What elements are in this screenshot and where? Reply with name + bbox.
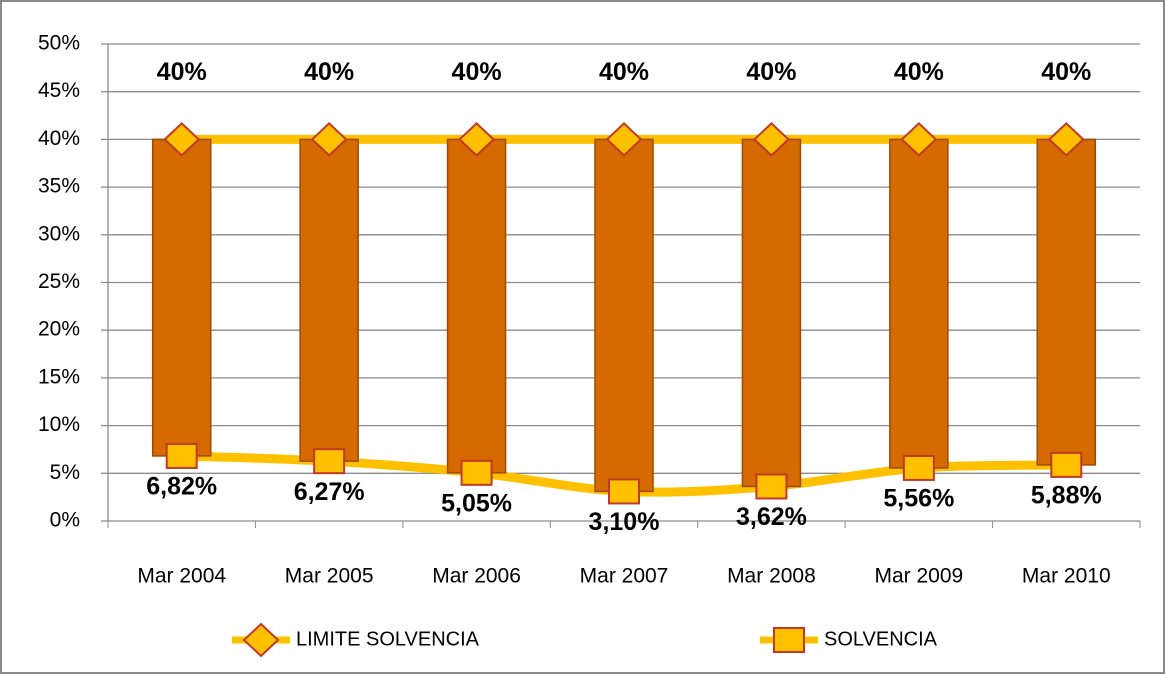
- series-marker: [313, 448, 346, 475]
- data-label: 40%: [1041, 58, 1091, 86]
- high-low-bar: [299, 138, 359, 462]
- x-tick-label: Mar 2010: [1022, 565, 1111, 588]
- series-marker: [1050, 451, 1083, 478]
- y-tick-label: 45%: [38, 79, 80, 102]
- data-label: 6,27%: [294, 478, 365, 506]
- legend-marker: [773, 627, 805, 653]
- data-label: 40%: [599, 58, 649, 86]
- y-tick-label: 0%: [50, 509, 80, 532]
- x-tick-label: Mar 2007: [580, 565, 669, 588]
- series-marker: [752, 122, 790, 157]
- series-marker: [458, 122, 496, 157]
- data-label: 6,82%: [146, 473, 217, 501]
- x-tick-label: Mar 2008: [727, 565, 816, 588]
- data-label: 5,05%: [441, 489, 512, 517]
- series-marker: [900, 122, 938, 157]
- data-label: 40%: [157, 58, 207, 86]
- high-low-bar: [151, 138, 212, 457]
- data-label: 5,56%: [883, 485, 954, 513]
- y-tick-label: 10%: [38, 413, 80, 436]
- data-label: 40%: [746, 58, 796, 86]
- data-label: 40%: [894, 58, 944, 86]
- series-marker: [310, 122, 348, 157]
- x-tick-label: Mar 2009: [874, 565, 963, 588]
- y-tick-label: 25%: [38, 270, 80, 293]
- series-marker: [163, 122, 201, 157]
- x-tick-label: Mar 2005: [285, 565, 374, 588]
- y-tick-label: 30%: [38, 222, 80, 245]
- y-tick-label: 15%: [38, 365, 80, 388]
- high-low-bar: [1036, 138, 1097, 466]
- high-low-bar: [741, 138, 802, 488]
- series-marker: [608, 478, 640, 505]
- legend-label: LIMITE SOLVENCIA: [296, 628, 480, 650]
- data-label: 3,62%: [736, 503, 807, 531]
- data-label: 3,10%: [589, 508, 660, 536]
- high-low-bar: [889, 138, 949, 469]
- series-marker: [1047, 122, 1085, 157]
- series-marker: [755, 473, 788, 500]
- high-low-bar: [594, 138, 654, 493]
- legend-marker: [242, 622, 280, 658]
- high-low-bar: [446, 138, 507, 474]
- y-tick-label: 40%: [38, 127, 80, 150]
- y-tick-label: 5%: [50, 461, 80, 484]
- data-label: 5,88%: [1031, 482, 1102, 510]
- y-tick-label: 35%: [38, 175, 80, 198]
- series-marker: [605, 122, 643, 157]
- series-marker: [902, 454, 935, 481]
- series-marker: [460, 459, 493, 486]
- x-tick-label: Mar 2004: [137, 565, 226, 588]
- x-tick-label: Mar 2006: [432, 565, 521, 588]
- series-marker: [165, 442, 198, 469]
- legend-label: SOLVENCIA: [824, 628, 938, 650]
- y-tick-label: 50%: [38, 32, 80, 55]
- data-label: 40%: [304, 58, 354, 86]
- data-label: 40%: [452, 58, 502, 86]
- y-tick-label: 20%: [38, 318, 80, 341]
